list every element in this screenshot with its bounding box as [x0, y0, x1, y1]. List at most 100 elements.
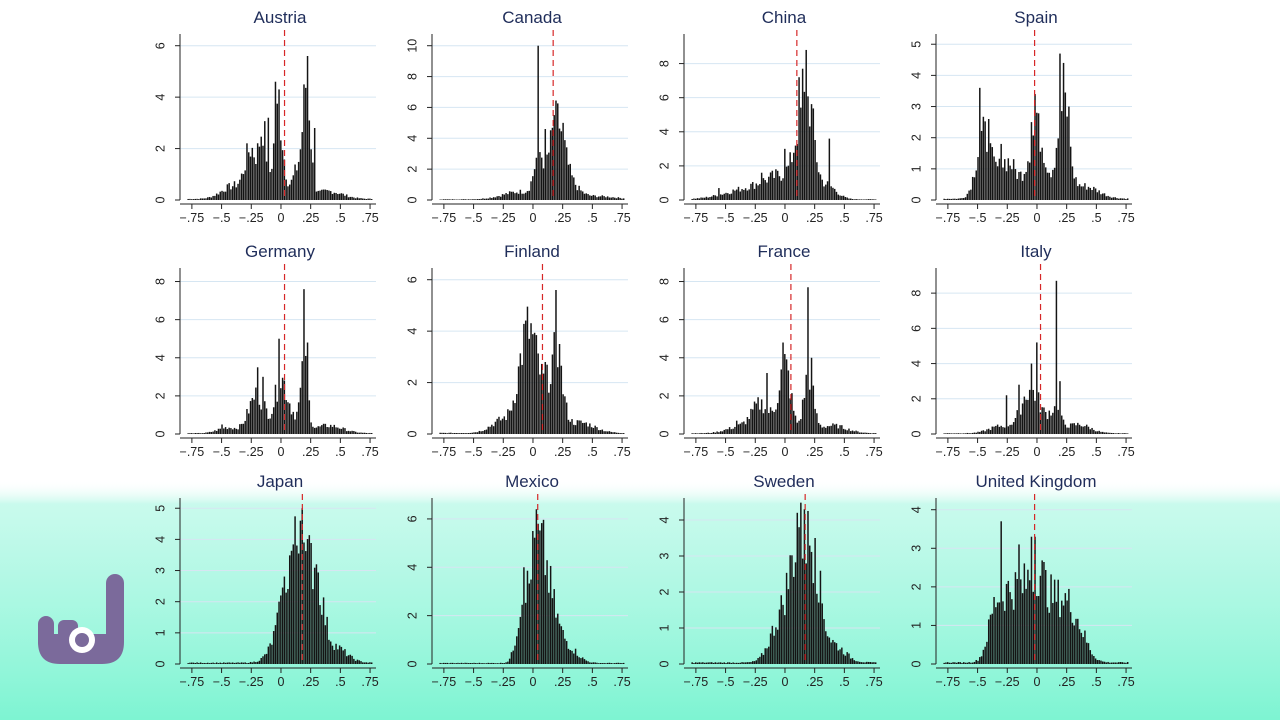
histogram-bar [480, 663, 482, 664]
x-tick-label: −.25 [491, 445, 516, 459]
histogram-bar [1118, 662, 1120, 664]
histogram-bar [542, 373, 545, 434]
histogram-bar [292, 175, 295, 200]
histogram-bar [441, 663, 443, 664]
histogram-bar [995, 161, 997, 200]
histogram-bar [530, 181, 532, 200]
histogram-bar [482, 430, 484, 434]
histogram-bar [315, 427, 318, 434]
histogram-bar [475, 199, 477, 200]
x-tick-label: −.25 [743, 211, 768, 225]
histogram-bar [835, 643, 838, 664]
histogram-bar [573, 424, 575, 434]
histogram-bar [1055, 601, 1058, 664]
histogram-bar [319, 605, 321, 664]
histogram-bar [614, 432, 616, 434]
histogram-bar [590, 662, 593, 664]
histogram-bar [796, 512, 799, 664]
histogram-bar [557, 367, 559, 434]
histogram-bar [580, 658, 582, 664]
histogram-bar [998, 602, 1001, 664]
histogram-bar [1041, 407, 1043, 434]
histogram-bar [707, 662, 709, 664]
histogram-bar [821, 179, 823, 200]
histogram-bar [333, 424, 336, 434]
histogram-bar [539, 374, 541, 434]
y-tick-label: 6 [405, 104, 419, 111]
histogram-bar [601, 429, 604, 434]
histogram-bar [825, 427, 827, 434]
histogram-bar [860, 662, 863, 664]
histogram-bar [743, 662, 745, 664]
histogram-bar [989, 143, 992, 200]
histogram-bar [971, 662, 974, 664]
histogram-bar [1091, 654, 1093, 664]
histogram-bar [285, 179, 287, 200]
histogram-bar [773, 177, 775, 200]
y-tick-label: 1 [153, 629, 167, 636]
histogram-bar [945, 433, 947, 434]
histogram-bar [950, 198, 953, 200]
histogram-bar [347, 655, 350, 664]
histogram-bar [535, 335, 538, 434]
histogram-bar [589, 423, 591, 434]
histogram-bar [331, 645, 334, 664]
histogram-bar [331, 426, 334, 434]
histogram-bar [700, 662, 702, 664]
histogram-bar [354, 431, 357, 434]
histogram-bar [789, 398, 791, 434]
histogram-bar [360, 198, 362, 200]
histogram-bar [512, 650, 514, 664]
x-tick-label: −.5 [213, 675, 231, 689]
histogram-bar [233, 427, 236, 434]
histogram-bar [469, 199, 472, 200]
histogram-bar [581, 191, 584, 200]
histogram-bar [986, 429, 988, 434]
histogram-bar [617, 197, 620, 200]
histogram-bar [322, 597, 325, 664]
histogram-bar [544, 362, 547, 434]
histogram-bar [1025, 171, 1027, 200]
x-tick-label: −.25 [743, 445, 768, 459]
histogram-bar [498, 663, 500, 664]
histogram-bar [507, 194, 509, 200]
x-tick-label: −.25 [491, 211, 516, 225]
histogram-bar [271, 413, 273, 434]
histogram-bar [857, 431, 859, 434]
histogram-bar [1098, 430, 1100, 434]
rock-hand-icon [38, 574, 124, 664]
histogram-bar [249, 401, 252, 434]
histogram-bar [471, 663, 473, 664]
histogram-bar [351, 655, 353, 664]
histogram-bar [244, 420, 246, 434]
histogram-bar [265, 653, 268, 664]
histogram-bar [297, 161, 300, 200]
histogram-bar [558, 623, 561, 664]
histogram-bar [551, 127, 554, 200]
histogram-bar [1037, 392, 1040, 434]
histogram-bar [846, 652, 848, 664]
histogram-bar [342, 427, 344, 434]
histogram-bar [1007, 426, 1010, 434]
histogram-bar [979, 657, 981, 664]
histogram-bar [535, 157, 538, 200]
histogram-bar [1112, 662, 1115, 664]
histogram-bar [1041, 560, 1043, 664]
histogram-bar [599, 196, 602, 200]
histogram-bar [226, 662, 229, 664]
y-tick-label: 2 [405, 612, 419, 619]
histogram-bar [963, 197, 965, 200]
histogram-bar [510, 410, 513, 434]
histogram-bar [337, 427, 339, 434]
histogram-bar [262, 145, 264, 200]
histogram-bar [1071, 423, 1074, 434]
x-tick-label: −.25 [239, 211, 264, 225]
histogram-bar [1094, 431, 1097, 434]
histogram-bar [363, 432, 366, 434]
histogram-bar [223, 428, 225, 434]
histogram-bar [505, 420, 507, 434]
histogram-bar [231, 662, 234, 664]
chart-title: China [762, 8, 807, 27]
histogram-bar [603, 431, 605, 434]
histogram-bar [521, 364, 523, 434]
